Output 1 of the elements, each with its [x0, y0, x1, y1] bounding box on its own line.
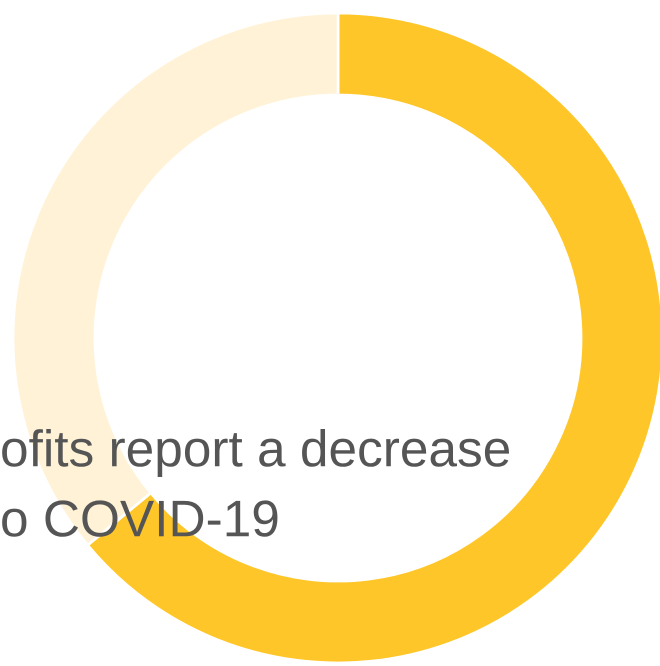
- text: ofits report a decrease: [2, 429, 510, 477]
